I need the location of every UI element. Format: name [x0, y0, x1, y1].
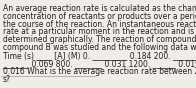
Text: An average reaction rate is calculated as the change in the: An average reaction rate is calculated a…	[3, 4, 196, 13]
Text: compound B was studied and the following data were collected:: compound B was studied and the following…	[3, 43, 196, 52]
Text: determined graphically. The reaction of compound A forming: determined graphically. The reaction of …	[3, 35, 196, 44]
Text: _______ 0.069 800. _______ 0.031 1200. ______ 0.019 1500. ______: _______ 0.069 800. _______ 0.031 1200. _…	[3, 59, 196, 68]
Text: concentration of reactants or products over a period of time in: concentration of reactants or products o…	[3, 12, 196, 21]
Text: s?: s?	[3, 75, 11, 84]
Text: the course of the reaction. An instantaneous reaction rate is the: the course of the reaction. An instantan…	[3, 20, 196, 29]
Text: 0.016 What is the average reaction rate between 200. and 1500.: 0.016 What is the average reaction rate …	[3, 67, 196, 76]
Text: Time (s) ____ [A] (M) 0. _________ 0.184 200. _______ 0.129 500.: Time (s) ____ [A] (M) 0. _________ 0.184…	[3, 51, 196, 60]
Text: rate at a particular moment in the reaction and is usually: rate at a particular moment in the react…	[3, 27, 196, 36]
